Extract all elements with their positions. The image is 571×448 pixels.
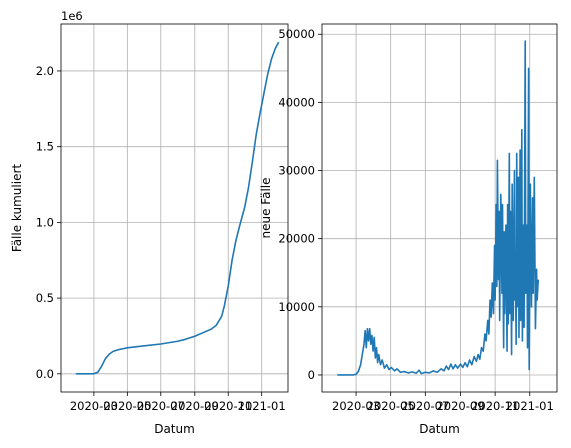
right-x-axis-label: Datum <box>419 422 460 436</box>
y-tick-label: 40000 <box>278 95 315 109</box>
right-plot-new-cases: 2020-032020-052020-072020-092020-112021-… <box>259 23 558 436</box>
left-x-axis-label: Datum <box>154 422 195 436</box>
left-plot-frame <box>60 23 289 393</box>
x-tick-label: 2021-01 <box>506 399 554 413</box>
x-tick-label: 2020-03 <box>332 399 380 413</box>
y-tick-label: 1.0 <box>36 215 54 229</box>
y-tick-label: 0 <box>308 368 315 382</box>
y-tick-label: 0.0 <box>36 367 54 381</box>
x-tick-label: 2020-07 <box>401 399 449 413</box>
right-plot-frame <box>321 23 558 393</box>
x-tick-label: 2020-03 <box>70 399 118 413</box>
y-tick-label: 10000 <box>278 300 315 314</box>
x-tick-label: 2020-09 <box>436 399 484 413</box>
cumulative-cases-line <box>75 41 280 375</box>
x-tick-label: 2020-07 <box>137 399 185 413</box>
left-plot-cumulative-cases: 2020-032020-052020-072020-092020-112021-… <box>10 9 289 436</box>
y-tick-label: 1.5 <box>36 140 54 154</box>
left-y-offset-label: 1e6 <box>61 9 83 23</box>
left-y-axis-label: Fälle kumuliert <box>10 164 24 252</box>
x-tick-label: 2020-09 <box>171 399 219 413</box>
x-tick-label: 2020-11 <box>204 399 252 413</box>
right-y-axis-label: neue Fälle <box>259 178 273 239</box>
y-tick-label: 20000 <box>278 232 315 246</box>
y-tick-label: 30000 <box>278 164 315 178</box>
x-tick-label: 2020-11 <box>471 399 519 413</box>
x-tick-label: 2020-05 <box>367 399 415 413</box>
y-tick-label: 50000 <box>278 27 315 41</box>
y-tick-label: 2.0 <box>36 64 54 78</box>
x-tick-label: 2021-01 <box>238 399 286 413</box>
x-tick-label: 2020-05 <box>103 399 151 413</box>
new-cases-line <box>337 40 540 376</box>
y-tick-label: 0.5 <box>36 291 54 305</box>
